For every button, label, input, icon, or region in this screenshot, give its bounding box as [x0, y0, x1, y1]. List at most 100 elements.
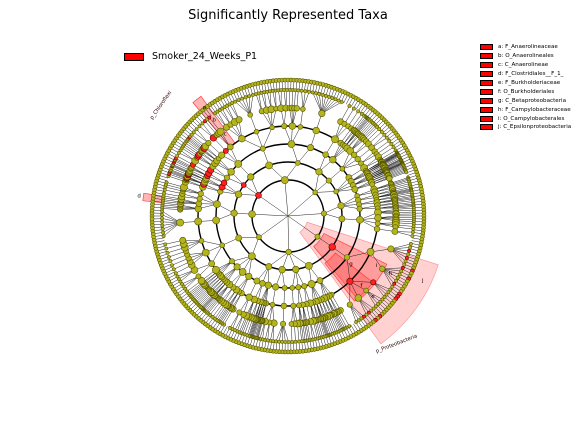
taxon-node — [351, 106, 356, 111]
highlighted-node — [255, 192, 262, 199]
clade-tag: e — [371, 294, 375, 300]
taxon-node — [229, 258, 235, 265]
taxon-node — [307, 89, 312, 94]
taxon-node — [223, 174, 231, 181]
branch — [241, 138, 263, 149]
highlighted-node — [407, 249, 411, 253]
branch — [218, 261, 233, 274]
branch — [211, 245, 223, 264]
taxon-node — [164, 246, 169, 251]
clade-tag: d — [137, 194, 141, 200]
clade-legend-label: a: F_Anaerolineaceae — [498, 44, 558, 51]
taxon-node — [163, 242, 168, 247]
taxon-node — [316, 277, 324, 284]
clade-tag: f — [360, 283, 363, 289]
branch — [346, 251, 371, 258]
taxon-node — [325, 177, 332, 184]
taxon-node — [305, 261, 313, 270]
branch — [300, 108, 304, 127]
branch — [241, 98, 251, 115]
branch — [287, 215, 318, 237]
taxon-node — [168, 259, 173, 264]
taxon-node — [160, 223, 165, 228]
taxon-node — [287, 140, 296, 148]
branch — [312, 92, 323, 114]
clade-legend-item: c: C_Anaerolineae — [480, 61, 571, 70]
taxon-node — [191, 130, 196, 135]
highlighted-node — [392, 281, 397, 286]
taxon-node — [290, 302, 297, 309]
branch — [262, 127, 273, 149]
taxon-node — [283, 340, 288, 344]
taxon-node — [281, 285, 288, 291]
taxon-node — [195, 200, 203, 207]
branch — [193, 287, 208, 300]
taxon-node — [292, 265, 300, 274]
taxon-node — [356, 205, 363, 212]
taxon-node — [339, 100, 344, 104]
taxon-node — [318, 109, 326, 118]
taxon-node — [312, 189, 318, 196]
clade-legend-swatch — [480, 88, 493, 95]
branch — [382, 268, 393, 287]
branch — [391, 181, 410, 187]
taxon-node — [161, 234, 166, 239]
clade-legend-item: i: O_Campylobacterales — [480, 114, 571, 123]
taxon-node — [280, 302, 288, 310]
branch — [205, 297, 218, 312]
taxon-node — [356, 318, 361, 323]
taxon-node — [377, 127, 382, 131]
taxon-node — [245, 293, 253, 301]
taxon-node — [160, 220, 165, 224]
phylum-label-chloroflexi: p_Chloroflexi — [149, 90, 173, 121]
taxon-node — [314, 91, 318, 96]
branch — [382, 267, 403, 270]
branch — [391, 179, 409, 186]
taxon-node — [374, 214, 382, 222]
branch — [373, 282, 387, 295]
taxon-node — [396, 275, 400, 280]
taxon-node — [234, 190, 243, 198]
taxon-node — [288, 122, 296, 130]
taxon-node — [233, 263, 241, 271]
branch — [255, 94, 263, 112]
clade-legend-label: g: C_Betaproteobacteria — [498, 97, 566, 104]
taxon-node — [179, 236, 187, 244]
clade-legend-swatch — [480, 124, 493, 131]
clade-legend-swatch — [480, 53, 493, 60]
branch — [256, 131, 264, 149]
branch — [272, 90, 277, 109]
branch — [287, 215, 289, 252]
highlighted-node — [361, 314, 366, 319]
branch — [288, 251, 310, 267]
taxon-node — [343, 254, 351, 261]
taxon-node — [366, 248, 375, 256]
taxon-node — [171, 267, 176, 272]
branch — [196, 129, 209, 144]
taxon-node — [331, 135, 339, 144]
highlighted-node — [207, 115, 212, 120]
taxon-node — [269, 124, 275, 131]
taxon-node — [320, 210, 327, 217]
branch — [229, 312, 240, 328]
branch — [185, 276, 199, 290]
taxon-node — [247, 112, 253, 118]
branch — [349, 304, 365, 317]
taxon-node — [236, 309, 243, 316]
taxon-node — [238, 268, 247, 276]
taxon-node — [406, 252, 410, 257]
taxon-node — [312, 126, 320, 135]
taxon-node — [293, 105, 300, 112]
taxon-node — [411, 230, 415, 235]
branch — [395, 207, 414, 210]
taxon-node — [177, 151, 181, 155]
taxon-node — [238, 135, 246, 143]
branch — [193, 132, 209, 144]
branch — [349, 304, 357, 323]
taxon-node — [248, 210, 256, 218]
taxon-node — [379, 265, 386, 272]
highlighted-node — [220, 179, 228, 186]
series-legend-swatch — [124, 52, 144, 61]
taxon-node — [219, 242, 225, 249]
